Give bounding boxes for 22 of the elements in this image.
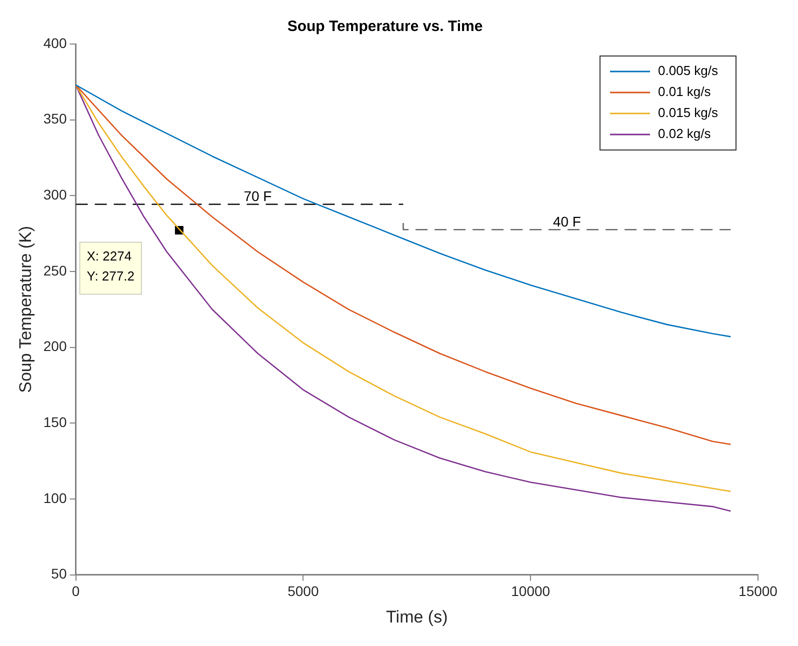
annotation: 70 F [244, 188, 272, 204]
chart-title: Soup Temperature vs. Time [287, 18, 483, 36]
annotation: X: 2274 Y: 277.2 [86, 248, 134, 284]
x-axis-title: Time (s) [386, 607, 448, 626]
legend-label: 0.015 kg/s [658, 105, 718, 120]
y-tick-label: 250 [43, 262, 67, 278]
y-tick-label: 50 [51, 566, 67, 582]
x-tick-label: 15000 [738, 583, 778, 600]
y-tick-label: 350 [43, 110, 67, 127]
y-axis-title: Soup Temperature (K) [16, 226, 35, 393]
legend-label: 0.005 kg/s [658, 63, 718, 78]
y-tick-label: 150 [43, 414, 67, 430]
x-tick-label: 5000 [288, 583, 319, 600]
y-tick-label: 200 [43, 338, 67, 354]
y-tick-label: 400 [43, 34, 67, 51]
y-tick-label: 100 [43, 490, 67, 506]
legend-label: 0.02 kg/s [658, 126, 712, 142]
y-tick-label: 300 [43, 186, 67, 203]
annotation: 40 F [552, 213, 581, 230]
x-tick-label: 10000 [511, 583, 550, 600]
x-tick-label: 0 [72, 583, 80, 600]
legend-label: 0.01 kg/s [658, 84, 712, 100]
